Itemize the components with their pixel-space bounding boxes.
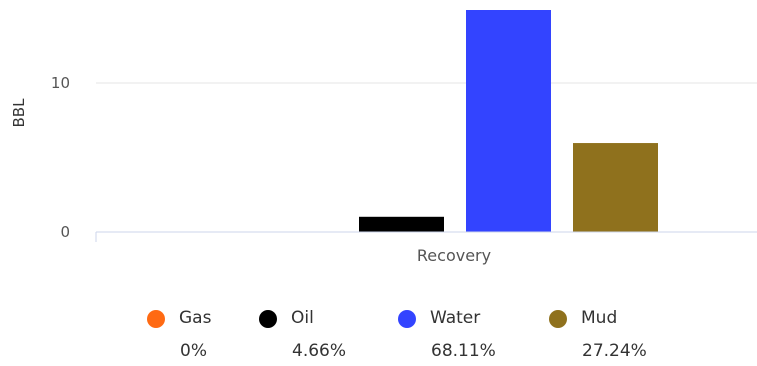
- bar-water[interactable]: [466, 10, 551, 232]
- legend-label-water: Water: [430, 308, 481, 328]
- legend-marker-oil: [259, 310, 277, 328]
- y-tick-label-0: 0: [60, 223, 70, 241]
- y-tick-label-10: 10: [51, 74, 70, 92]
- bar-oil[interactable]: [359, 216, 444, 232]
- y-axis-title: BBL: [10, 98, 28, 128]
- legend-percent-gas: 0%: [180, 341, 207, 361]
- bars-group: [359, 10, 658, 232]
- legend-percent-water: 68.11%: [431, 341, 496, 361]
- legend-label-gas: Gas: [179, 308, 212, 328]
- legend-label-mud: Mud: [581, 308, 618, 328]
- legend-marker-water: [398, 310, 416, 328]
- legend-marker-mud: [549, 310, 567, 328]
- legend: Gas 0% Oil 4.66% Water 68.11% Mud 27.24%: [0, 306, 757, 366]
- x-category-label: Recovery: [417, 246, 491, 265]
- bar-chart: 10 0 BBL Recovery: [10, 10, 757, 265]
- legend-marker-gas: [147, 310, 165, 328]
- bar-mud[interactable]: [573, 143, 658, 232]
- legend-label-oil: Oil: [291, 308, 314, 328]
- legend-percent-oil: 4.66%: [292, 341, 347, 361]
- legend-percent-mud: 27.24%: [582, 341, 647, 361]
